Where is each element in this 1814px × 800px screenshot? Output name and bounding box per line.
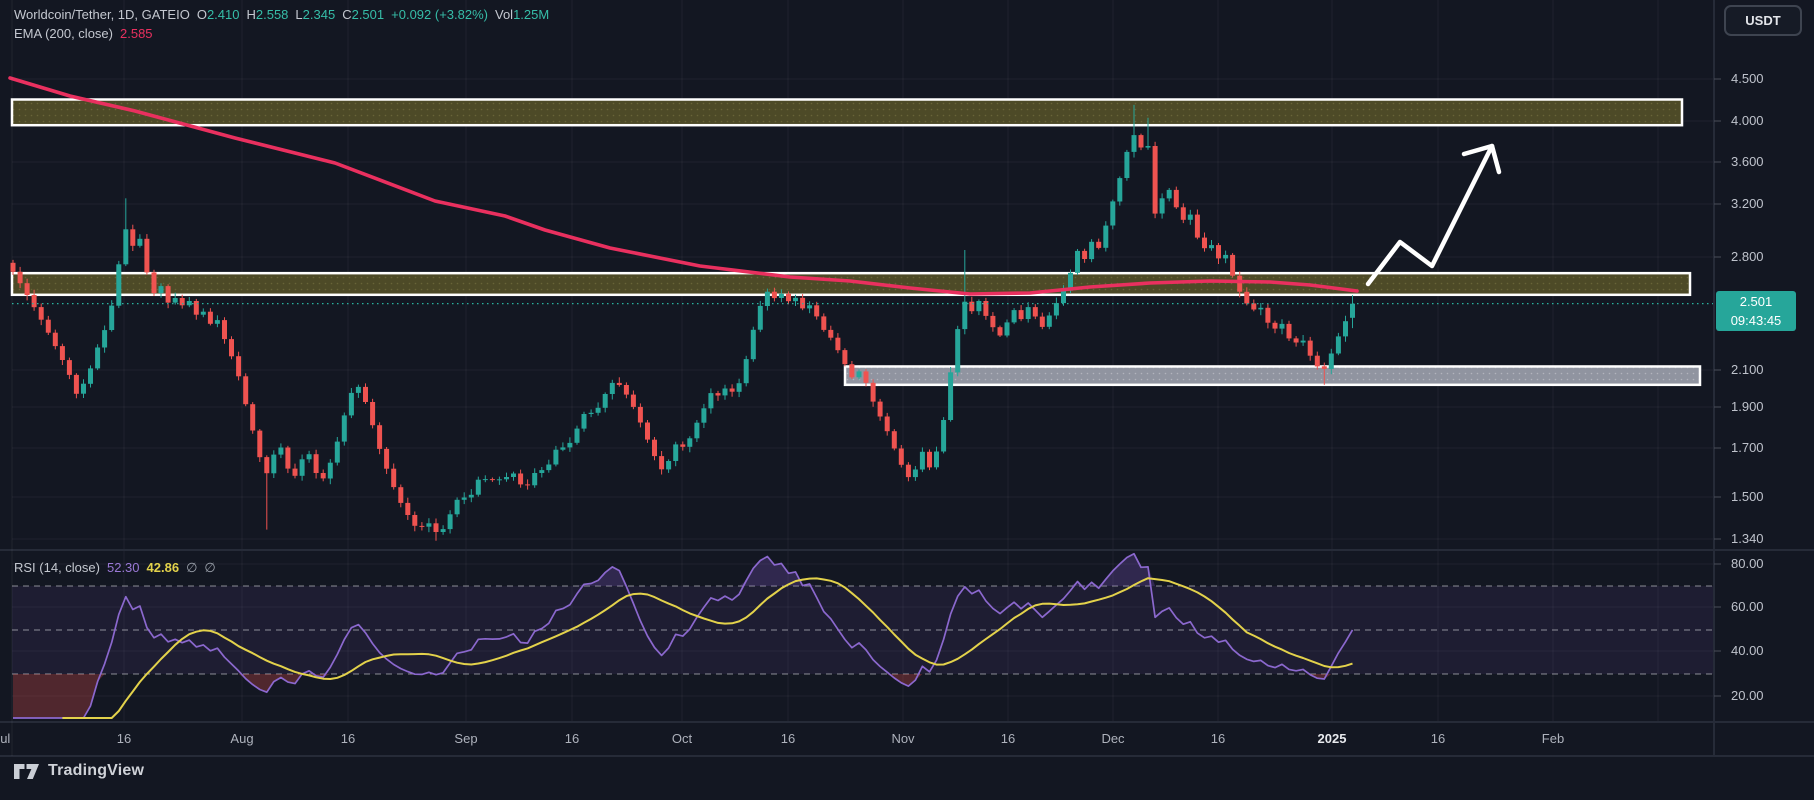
time-axis-label: 16 [340, 731, 356, 746]
support-zone[interactable] [843, 365, 1702, 387]
trend-arrow[interactable] [1365, 143, 1502, 287]
ohlc-low: L2.345 [295, 7, 336, 22]
time-axis-label: 16 [780, 731, 796, 746]
candlestick-series [10, 104, 1355, 541]
price-axis-label: 4.000 [1731, 113, 1764, 128]
rsi-ma-line[interactable] [62, 577, 1353, 719]
rsi-legend-row[interactable]: RSI (14, close) 52.30 42.86 ∅ ∅ [14, 560, 216, 576]
rsi-ma-value: 42.86 [146, 560, 180, 575]
price-axis-label: 1.500 [1731, 489, 1764, 504]
symbol-legend-row[interactable]: Worldcoin/Tether, 1D, GATEIO O2.410 H2.5… [14, 7, 549, 22]
time-axis-label: Sep [454, 731, 478, 746]
last-price-badge: 2.501 09:43:45 [1716, 291, 1796, 331]
empty-set-icon: ∅ [186, 560, 198, 575]
time-axis-label: Oct [671, 731, 693, 746]
price-axis-label: 40.00 [1731, 643, 1764, 658]
price-axis-label: 80.00 [1731, 556, 1764, 571]
price-axis-label: 4.500 [1731, 71, 1764, 86]
price-axis-label: 60.00 [1731, 599, 1764, 614]
tradingview-wordmark[interactable]: TradingView [48, 762, 145, 779]
rsi-label: RSI (14, close) [14, 560, 100, 575]
time-axis-label: Feb [1541, 731, 1565, 746]
footer-bar: TradingView [13, 762, 144, 780]
time-axis-label: 16 [564, 731, 580, 746]
time-axis-label: 16 [1210, 731, 1226, 746]
last-price: 2.501 [1739, 294, 1773, 309]
time-axis-label: Nov [891, 731, 915, 746]
ema-line[interactable] [8, 76, 1359, 296]
time-axis-label: Jul [0, 731, 11, 746]
symbol-title: Worldcoin/Tether, 1D, GATEIO [14, 7, 190, 22]
last-price-time: 09:43:45 [1730, 313, 1782, 328]
price-axis-label: 3.200 [1731, 196, 1764, 211]
price-axis-label: 1.900 [1731, 399, 1764, 414]
ohlc-close: C2.501 [342, 7, 385, 22]
price-axis-label: 2.800 [1731, 249, 1764, 264]
rsi-line[interactable] [13, 552, 1354, 719]
price-axis-label: 2.100 [1731, 362, 1764, 377]
time-axis-label: 16 [116, 731, 132, 746]
ema-value: 2.585 [120, 26, 153, 41]
time-axis-label: Dec [1101, 731, 1125, 746]
upper-supply-zone[interactable] [10, 98, 1684, 127]
volume: Vol1.25M [495, 7, 550, 22]
ohlc-open: O2.410 [196, 7, 240, 22]
time-axis-label: 2025 [1317, 731, 1347, 746]
price-axis-label: 1.700 [1731, 440, 1764, 455]
ema-legend-row[interactable]: EMA (200, close) 2.585 [14, 26, 153, 41]
rsi-value: 52.30 [106, 560, 140, 575]
tradingview-logo-icon[interactable] [13, 763, 40, 780]
time-axis-label: 16 [1000, 731, 1016, 746]
price-change: +0.092 (+3.82%) [391, 7, 488, 22]
currency-toggle-button[interactable]: USDT [1724, 5, 1802, 36]
price-axis-label: 1.340 [1731, 531, 1764, 546]
time-axis-label: 16 [1430, 731, 1446, 746]
time-axis-label: Aug [230, 731, 254, 746]
price-axis-label: 20.00 [1731, 688, 1764, 703]
resistance-zone[interactable] [10, 271, 1692, 297]
pane-dividers [0, 0, 1814, 757]
ema-label: EMA (200, close) [14, 26, 113, 41]
price-axis-label: 3.600 [1731, 154, 1764, 169]
empty-set-icon: ∅ [204, 560, 216, 575]
ohlc-high: H2.558 [246, 7, 289, 22]
